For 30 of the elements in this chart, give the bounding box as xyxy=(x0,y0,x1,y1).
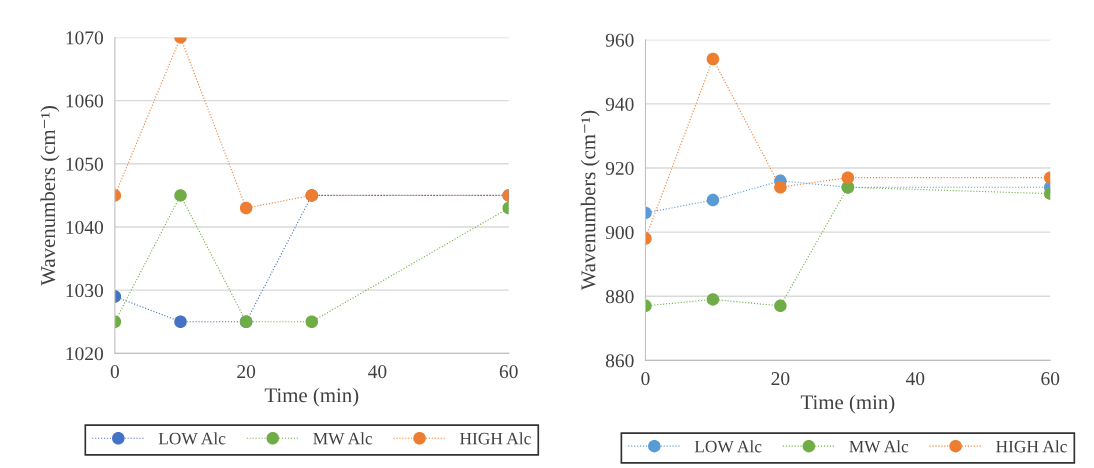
x-axis-title: Time (min) xyxy=(800,394,895,414)
legend-label: MW Alc xyxy=(313,432,373,445)
y-tick-label: 860 xyxy=(605,354,634,368)
legend-label: LOW Alc xyxy=(694,440,762,453)
legend-label: LOW Alc xyxy=(158,432,226,445)
x-axis-title: Time (min) xyxy=(264,387,359,407)
x-tick-label: 0 xyxy=(110,365,119,379)
x-tick-label: 20 xyxy=(237,365,256,379)
y-tick-label: 1040 xyxy=(66,220,104,234)
y-tick-label: 920 xyxy=(605,161,634,175)
x-tick-label: 40 xyxy=(368,365,387,379)
x-tick-label: 20 xyxy=(771,372,790,386)
legend-label: HIGH Alc xyxy=(459,432,531,445)
y-axis-title: Wavenumbers (cm⁻¹) xyxy=(580,110,600,291)
legend-label: HIGH Alc xyxy=(996,440,1067,453)
y-tick-label: 900 xyxy=(605,225,634,240)
x-tick-label: 0 xyxy=(641,372,650,386)
y-tick-label: 1050 xyxy=(66,157,104,171)
y-tick-label: 960 xyxy=(605,33,634,47)
y-tick-label: 1060 xyxy=(66,94,104,108)
y-tick-label: 1030 xyxy=(66,283,104,298)
y-tick-label: 1070 xyxy=(66,31,104,45)
x-tick-label: 40 xyxy=(905,372,925,386)
y-tick-label: 880 xyxy=(605,290,634,304)
x-tick-label: 60 xyxy=(1041,372,1060,386)
legend-label: MW Alc xyxy=(849,440,909,453)
x-tick-label: 60 xyxy=(499,365,518,379)
y-axis-title: Wavenumbers (cm⁻¹) xyxy=(40,106,60,286)
y-tick-label: 1020 xyxy=(66,347,104,361)
y-tick-label: 940 xyxy=(605,97,634,111)
